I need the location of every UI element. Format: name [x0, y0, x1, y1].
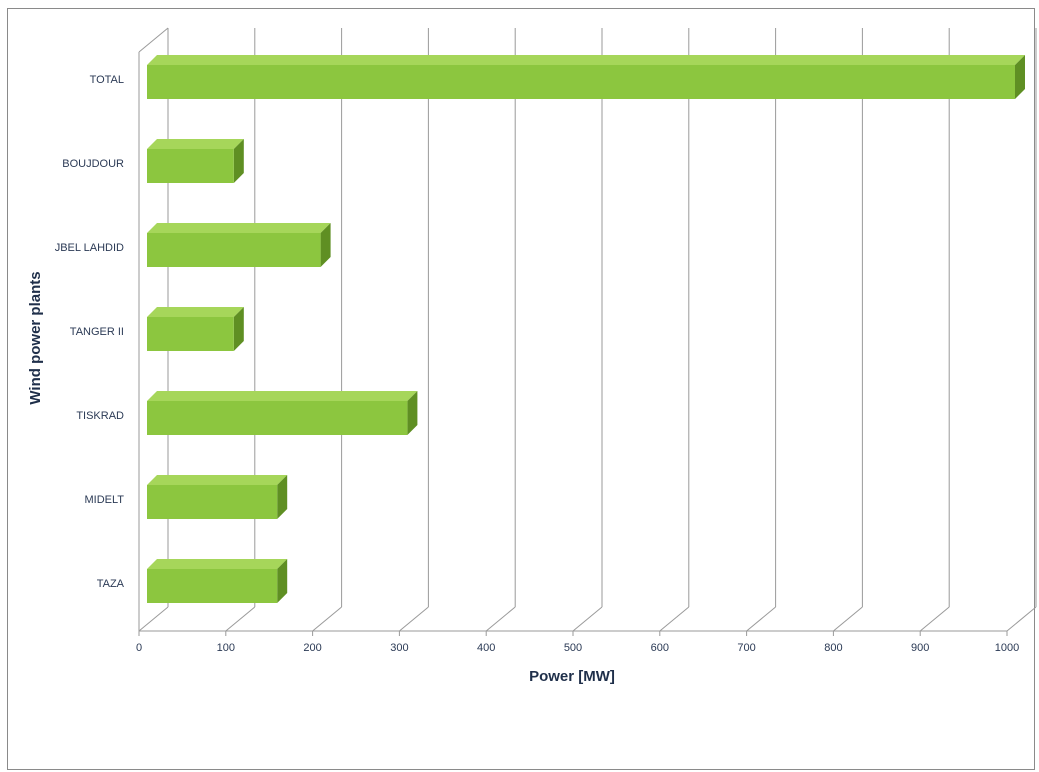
category-label: BOUJDOUR [62, 158, 124, 170]
x-tick-label: 0 [136, 642, 142, 654]
bar-side [277, 475, 288, 519]
bar-front [147, 65, 1015, 99]
floor-gridline [572, 606, 603, 632]
x-tick-label: 700 [737, 642, 755, 654]
category-label: TANGER II [70, 326, 124, 338]
x-tick-label: 500 [564, 642, 582, 654]
bar-side [407, 391, 418, 435]
bar-front [147, 233, 321, 267]
bar [147, 307, 244, 351]
floor-gridline [919, 606, 950, 632]
bars [147, 55, 1025, 603]
bar-side [320, 223, 331, 267]
x-tick-label: 100 [217, 642, 235, 654]
bar-side [233, 307, 244, 351]
bar-front [147, 149, 234, 183]
bar-side [277, 559, 288, 603]
bar-top [147, 55, 1025, 65]
floor-gridline [138, 606, 169, 632]
bar [147, 55, 1025, 99]
bar-top [147, 559, 288, 569]
gridlines [138, 27, 1037, 636]
bar [147, 559, 288, 603]
y-axis-title: Wind power plants [27, 271, 44, 404]
chart-frame [7, 8, 1035, 770]
bar-front [147, 401, 408, 435]
bar-top [147, 475, 288, 485]
floor-gridline [225, 606, 256, 632]
bar [147, 391, 418, 435]
floor-gridline [399, 606, 429, 632]
x-tick-label: 600 [651, 642, 669, 654]
floor-gridline [833, 606, 863, 632]
bar [147, 139, 244, 183]
x-tick-label: 1000 [995, 642, 1019, 654]
bar-front [147, 485, 278, 519]
category-label: TAZA [97, 578, 125, 590]
side-wall-top [138, 27, 169, 53]
bar-top [147, 391, 418, 401]
category-label: TOTAL [90, 74, 124, 86]
category-label: JBEL LAHDID [55, 242, 124, 254]
category-label: MIDELT [84, 494, 124, 506]
floor-gridline [746, 606, 776, 632]
bar [147, 223, 331, 267]
bar-side [1015, 55, 1025, 99]
floor-gridline [659, 606, 690, 632]
x-tick-label: 400 [477, 642, 495, 654]
x-tick-label: 800 [824, 642, 842, 654]
x-tick-labels: 0 100 200 300 400 500 600 700 800 900 1000 [136, 642, 1019, 654]
bar-top [147, 139, 244, 149]
floor-gridline [312, 606, 342, 632]
floor-gridline [485, 606, 516, 632]
bar [147, 475, 288, 519]
floor-gridline [1006, 606, 1037, 632]
x-axis-title: Power [MW] [529, 668, 615, 685]
bar-top [147, 223, 331, 233]
category-labels: TOTAL BOUJDOUR JBEL LAHDID TANGER II TISKRAD… [55, 74, 125, 590]
bar-side [233, 139, 244, 183]
category-label: TISKRAD [76, 410, 124, 422]
bar-front [147, 569, 278, 603]
bar-front [147, 317, 234, 351]
x-tick-label: 200 [303, 642, 321, 654]
bar-top [147, 307, 244, 317]
x-tick-label: 300 [390, 642, 408, 654]
x-tick-label: 900 [911, 642, 929, 654]
